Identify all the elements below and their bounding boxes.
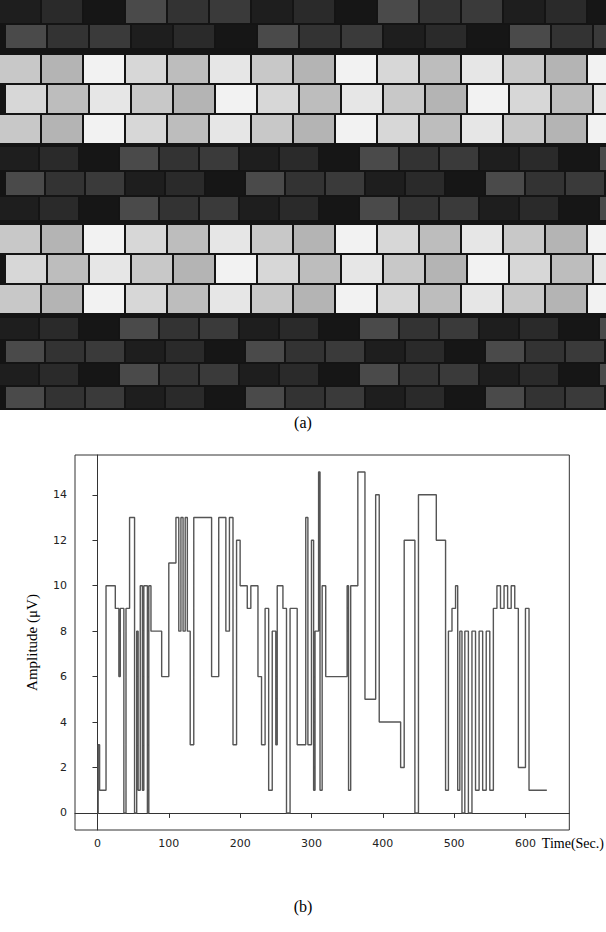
svg-text:4: 4 [60,716,67,729]
svg-text:Amplitude (μV): Amplitude (μV) [24,594,41,691]
svg-text:12: 12 [53,534,67,547]
svg-text:10: 10 [53,579,67,592]
svg-text:0: 0 [94,837,101,850]
svg-text:0: 0 [60,806,67,819]
svg-text:500: 500 [444,837,465,850]
svg-text:200: 200 [230,837,251,850]
svg-text:300: 300 [301,837,322,850]
svg-text:8: 8 [60,625,67,638]
html-text:(a): (a) [294,414,312,431]
svg-text:600: 600 [515,837,536,850]
html-text:(b): (b) [293,898,313,915]
svg-text:6: 6 [60,670,67,683]
svg-text:Time(Sec.): Time(Sec.) [542,836,604,852]
svg-text:400: 400 [372,837,393,850]
svg-text:14: 14 [53,488,67,501]
svg-text:100: 100 [158,837,179,850]
svg-text:2: 2 [60,761,67,774]
